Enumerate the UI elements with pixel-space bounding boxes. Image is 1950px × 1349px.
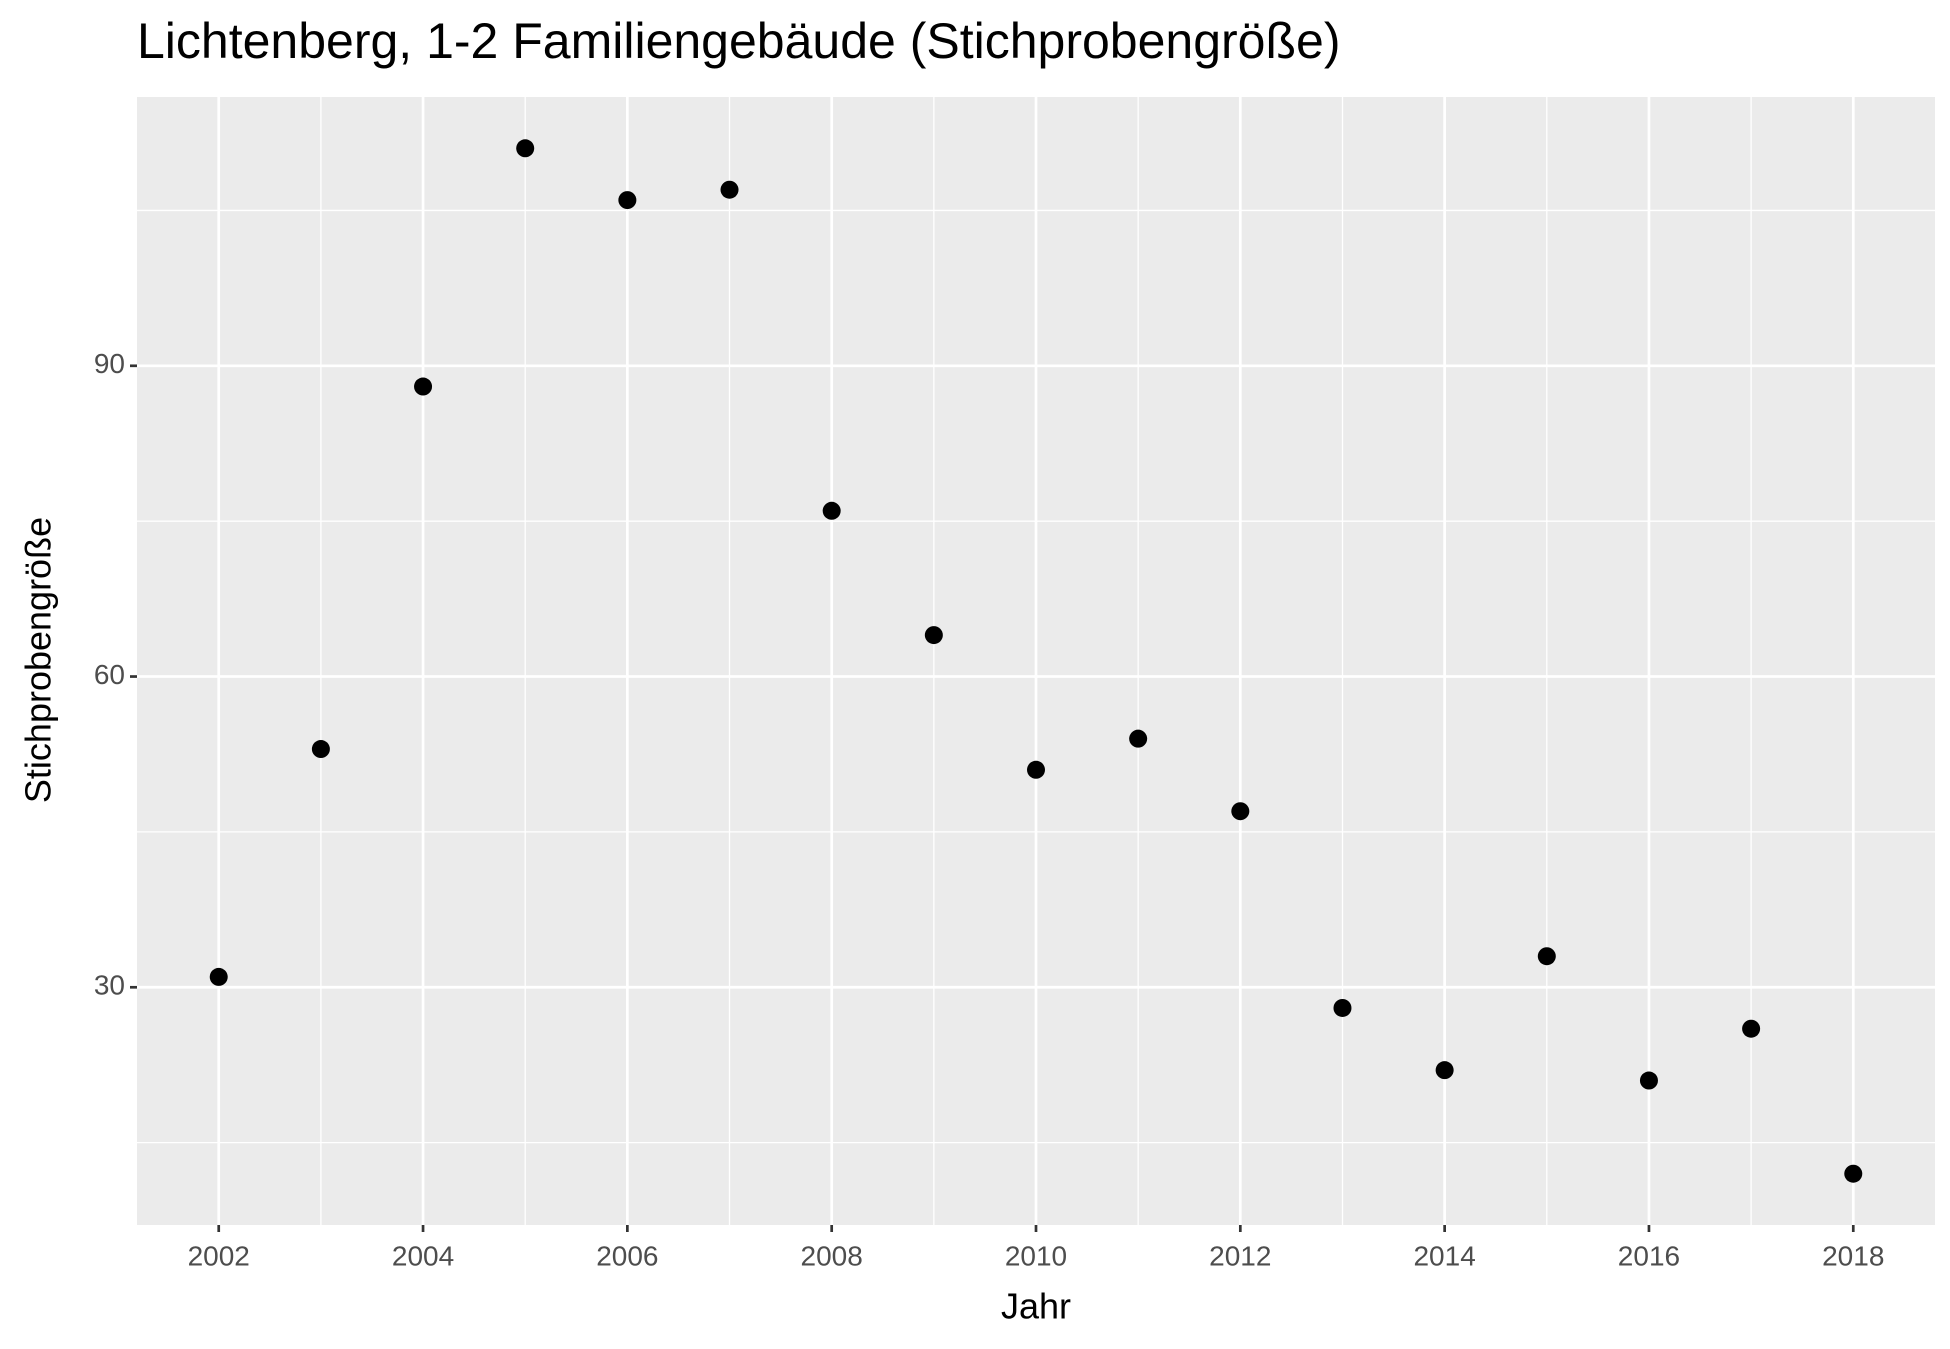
- point: [209, 967, 228, 986]
- chart-title: Lichtenberg, 1-2 Familiengebäude (Stichp…: [137, 13, 1341, 69]
- point: [924, 626, 943, 645]
- point: [822, 501, 841, 520]
- point: [1537, 947, 1556, 966]
- point: [311, 740, 330, 759]
- x-tick-label: 2018: [1822, 1240, 1884, 1271]
- x-axis-title: Jahr: [1001, 1286, 1071, 1327]
- x-tick-label: 2006: [596, 1240, 658, 1271]
- x-tick-label: 2010: [1005, 1240, 1067, 1271]
- x-tick-label: 2008: [801, 1240, 863, 1271]
- x-tick-label: 2014: [1413, 1240, 1475, 1271]
- point: [414, 377, 433, 396]
- point: [1231, 802, 1250, 821]
- point: [1333, 998, 1352, 1017]
- x-tick-label: 2004: [392, 1240, 454, 1271]
- y-axis-title: Stichprobengröße: [18, 517, 59, 803]
- y-tick-label: 60: [94, 659, 125, 690]
- y-tick-label: 30: [94, 970, 125, 1001]
- y-tick-label: 90: [94, 348, 125, 379]
- point: [1129, 729, 1148, 748]
- point: [618, 191, 637, 210]
- x-tick-label: 2012: [1209, 1240, 1271, 1271]
- point: [1639, 1071, 1658, 1090]
- point: [1844, 1164, 1863, 1183]
- point: [720, 180, 739, 199]
- point: [516, 139, 535, 158]
- x-tick-label: 2002: [188, 1240, 250, 1271]
- point: [1435, 1061, 1454, 1080]
- x-tick-label: 2016: [1618, 1240, 1680, 1271]
- point: [1027, 760, 1045, 779]
- point: [1742, 1019, 1761, 1038]
